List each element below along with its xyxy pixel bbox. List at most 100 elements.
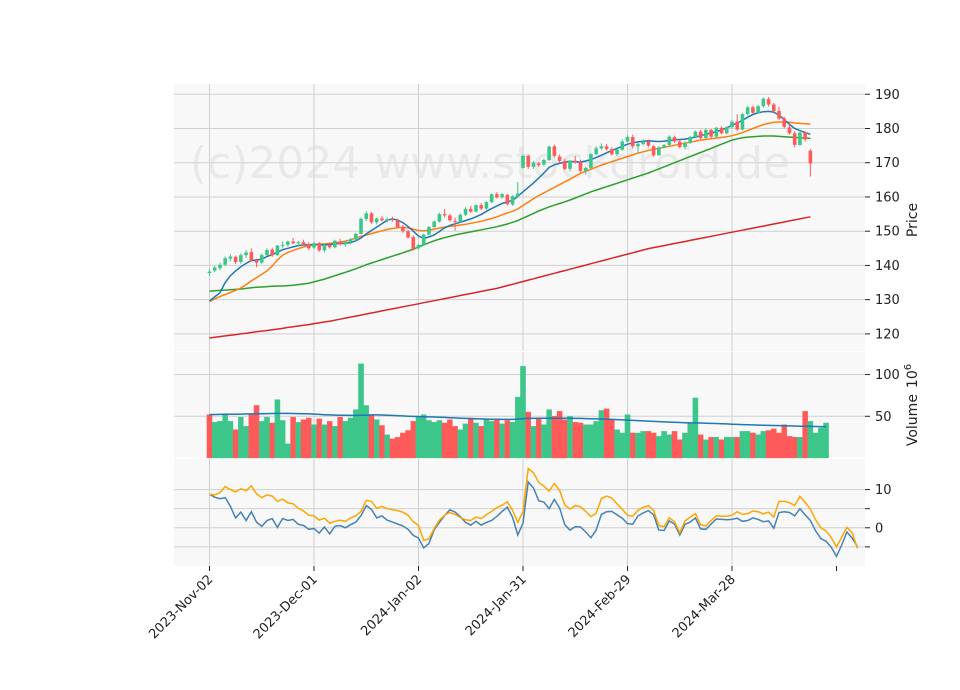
- volume-bar: [227, 421, 234, 459]
- date-x-axis: 2023-Nov-02 2023-Dec-01 2024-Jan-02 2024-Ja…: [146, 566, 837, 642]
- volume-panel: 50 100 Volume 106: [174, 352, 921, 459]
- volume-bar: [572, 421, 579, 459]
- volume-bar: [593, 421, 599, 459]
- candle-body: [437, 214, 442, 222]
- volume-bar: [708, 436, 714, 459]
- volume-bar: [823, 422, 829, 459]
- candle-body: [531, 162, 536, 167]
- x-tick-label: 2024-Mar-28: [670, 572, 739, 641]
- candle-body: [688, 137, 692, 143]
- candle-body: [526, 155, 531, 167]
- volume-axis-label-text: Volume: [905, 394, 921, 446]
- candle-body: [354, 233, 358, 240]
- volume-bar: [504, 420, 511, 459]
- candle-body: [552, 146, 557, 156]
- candle-body: [317, 243, 322, 251]
- volume-bar: [238, 416, 244, 459]
- moving-average-line: [209, 135, 811, 292]
- candle-body: [677, 141, 682, 147]
- volume-bar: [457, 429, 464, 459]
- volume-bar: [656, 436, 662, 459]
- volume-bar: [650, 432, 657, 459]
- candle-body: [651, 146, 656, 156]
- volume-bar: [222, 414, 228, 459]
- candle-body: [244, 252, 248, 256]
- candle-body: [369, 213, 374, 223]
- volume-bar: [269, 422, 275, 459]
- price-tick-label: 190: [875, 88, 900, 103]
- candle-body: [484, 202, 489, 209]
- volume-bar: [232, 429, 239, 459]
- candle-body: [359, 218, 363, 234]
- volume-bar: [541, 424, 547, 459]
- volume-bar: [389, 438, 396, 459]
- volume-bar: [614, 429, 620, 459]
- watermark-text: (c)2024 www.stockdroid.de: [190, 138, 790, 189]
- x-tick-label: 2023-Dec-01: [251, 572, 321, 642]
- indicator-tick-label: 10: [875, 483, 892, 498]
- candle-body: [270, 249, 274, 256]
- candle-body: [333, 240, 337, 248]
- candle-body: [667, 136, 672, 145]
- price-tick-label: 160: [875, 190, 900, 205]
- volume-bar: [326, 421, 333, 459]
- indicator-y-axis: 0 10: [865, 483, 892, 548]
- price-tick-label: 120: [875, 327, 900, 342]
- candle-body: [406, 231, 410, 238]
- candle-body: [719, 127, 724, 134]
- volume-bar: [687, 422, 693, 459]
- x-tick-label: 2023-Nov-02: [146, 572, 216, 642]
- volume-bar: [750, 432, 756, 459]
- volume-bar: [206, 414, 213, 459]
- price-plot-background: [174, 84, 865, 351]
- volume-bar: [274, 399, 281, 459]
- volume-bar: [609, 419, 615, 459]
- candle-body: [782, 118, 787, 127]
- candle-body: [615, 149, 619, 155]
- volume-bar: [692, 397, 699, 459]
- volume-bar: [248, 414, 255, 459]
- candle-body: [542, 159, 546, 165]
- volume-bar: [420, 414, 427, 459]
- volume-bar: [520, 366, 526, 459]
- candle-body: [395, 220, 400, 228]
- candle-body: [364, 213, 369, 219]
- volume-bar: [347, 417, 354, 459]
- volume-bar: [551, 416, 558, 459]
- volume-bar: [577, 422, 584, 459]
- volume-bar: [295, 421, 302, 459]
- volume-bar: [666, 434, 673, 459]
- volume-bar: [462, 423, 469, 459]
- candle-body: [724, 127, 729, 134]
- candle-body: [704, 129, 708, 139]
- volume-bar: [546, 409, 552, 459]
- candle-body: [547, 146, 551, 160]
- volume-bar: [812, 432, 819, 459]
- volume-bar: [306, 417, 312, 459]
- candle-body: [495, 194, 499, 198]
- indicator-panel: 0 10: [174, 459, 892, 566]
- volume-bar: [713, 436, 720, 459]
- volume-bar: [499, 423, 505, 459]
- volume-bar: [661, 431, 667, 459]
- candlesticks: [207, 97, 813, 276]
- volume-bar: [353, 409, 359, 459]
- volume-bar: [734, 436, 740, 459]
- candle-body: [254, 260, 259, 263]
- candle-body: [432, 221, 436, 228]
- candle-body: [401, 227, 405, 232]
- candle-body: [792, 133, 797, 145]
- candle-body: [280, 244, 285, 246]
- candle-body: [286, 241, 290, 245]
- candle-body: [515, 193, 520, 197]
- volume-bar: [316, 418, 322, 459]
- candle-body: [296, 242, 301, 244]
- volume-bar: [483, 419, 490, 459]
- candle-body: [312, 243, 316, 248]
- volume-bar: [598, 410, 605, 459]
- candle-body: [625, 137, 630, 142]
- volume-bar: [729, 436, 735, 459]
- moving-average-line: [209, 216, 811, 339]
- volume-bar: [530, 426, 537, 459]
